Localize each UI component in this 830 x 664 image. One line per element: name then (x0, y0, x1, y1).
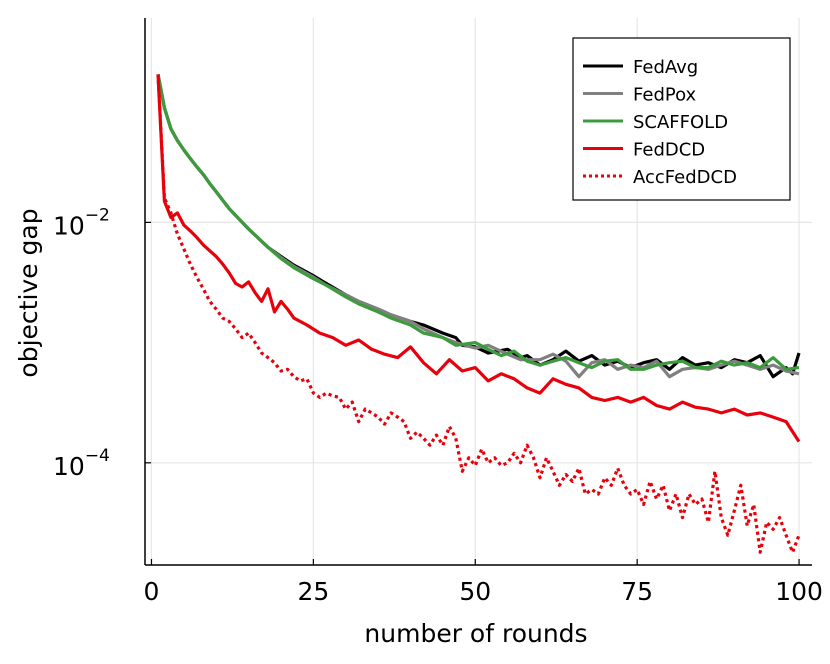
legend: FedAvg FedPox SCAFFOLD FedDCD AccFedDCD (572, 37, 791, 201)
series-line-accfeddcd (156, 74, 801, 554)
legend-label: SCAFFOLD (633, 112, 728, 133)
y-tick-label: 10−4 (53, 446, 110, 481)
x-tick-label: 50 (459, 577, 491, 606)
legend-label: AccFedDCD (633, 167, 737, 188)
x-tick-label: 0 (144, 577, 160, 606)
x-tick-label: 75 (621, 577, 653, 606)
series-lines (156, 74, 801, 554)
series-line-scaffold (156, 74, 800, 371)
y-axis-title: objective gap (14, 208, 43, 377)
series-line-feddcd (156, 74, 801, 443)
legend-label: FedAvg (633, 57, 698, 78)
tick-labels: 0 25 50 75 100 10−2 10−4 (53, 205, 823, 606)
x-tick-label: 100 (775, 577, 823, 606)
axes (144, 18, 812, 566)
y-tick-label: 10−2 (53, 205, 110, 240)
legend-label: FedDCD (633, 140, 705, 161)
x-axis-title: number of rounds (364, 619, 587, 648)
legend-label: FedPox (633, 85, 697, 106)
x-tick-label: 25 (297, 577, 329, 606)
